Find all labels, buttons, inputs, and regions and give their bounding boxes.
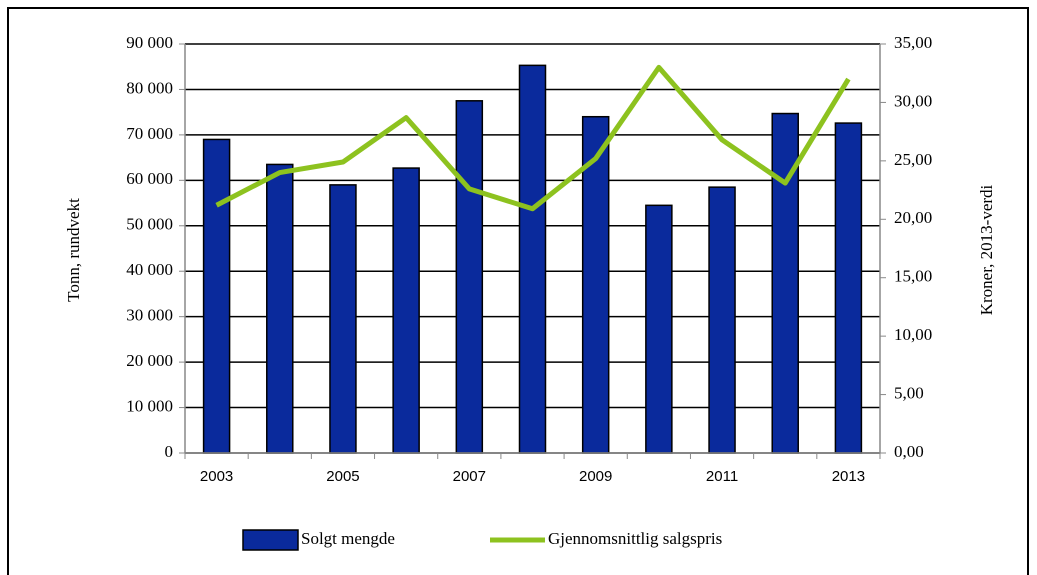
bar [645, 204, 673, 454]
y2-tick-label: 5,00 [894, 383, 924, 402]
y-tick-label: 0 [165, 442, 174, 461]
y-tick-label: 60 000 [126, 169, 173, 188]
y-tick-label: 50 000 [126, 215, 173, 234]
bar [581, 115, 610, 454]
x-tick-label: 2013 [832, 468, 865, 485]
legend-swatch [242, 529, 299, 551]
bar [329, 184, 357, 454]
y-tick-label: 70 000 [126, 124, 173, 143]
y-tick-label: 10 000 [126, 396, 173, 415]
bar [834, 122, 863, 454]
y-tick-label: 90 000 [126, 33, 173, 52]
legend-label: Solgt mengde [301, 529, 395, 548]
y2-tick-label: 0,00 [894, 442, 924, 461]
x-tick-label: 2011 [706, 468, 738, 485]
x-tick-label: 2007 [453, 468, 486, 485]
y2-axis-title: Kroner, 2013-verdi [977, 184, 996, 315]
y-tick-label: 40 000 [126, 260, 173, 279]
line [215, 64, 851, 212]
y-tick-label: 20 000 [126, 351, 173, 370]
bar [202, 138, 231, 454]
y-tick-label: 80 000 [126, 78, 173, 97]
y2-tick-label: 15,00 [894, 267, 932, 286]
x-tick-label: 2003 [200, 468, 233, 485]
frame [7, 7, 1029, 575]
y2-tick-label: 30,00 [894, 91, 932, 110]
x-tick-label: 2009 [579, 468, 612, 485]
y2-tick-label: 35,00 [894, 33, 932, 52]
y-tick-label: 30 000 [126, 306, 173, 325]
y2-tick-label: 10,00 [894, 325, 932, 344]
bar [708, 186, 736, 454]
bar [455, 100, 484, 454]
y2-tick-label: 20,00 [894, 208, 932, 227]
bar [518, 64, 547, 454]
x-tick-label: 2005 [326, 468, 359, 485]
y-axis-title: Tonn, rundvekt [64, 198, 83, 302]
bar [266, 163, 294, 454]
legend-label: Gjennomsnittlig salgspris [548, 529, 722, 548]
y2-tick-label: 25,00 [894, 150, 932, 169]
bar [392, 167, 420, 454]
